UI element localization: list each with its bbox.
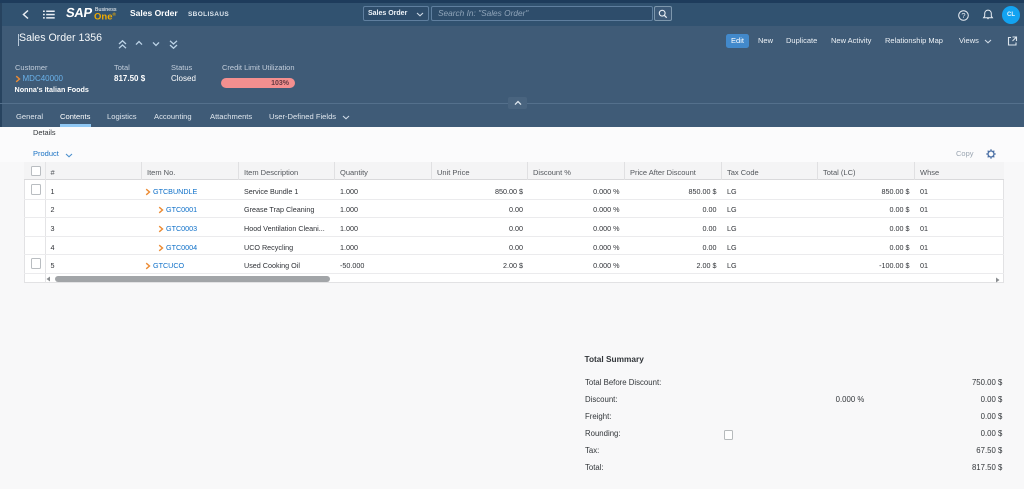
svg-text:?: ? — [961, 11, 965, 20]
